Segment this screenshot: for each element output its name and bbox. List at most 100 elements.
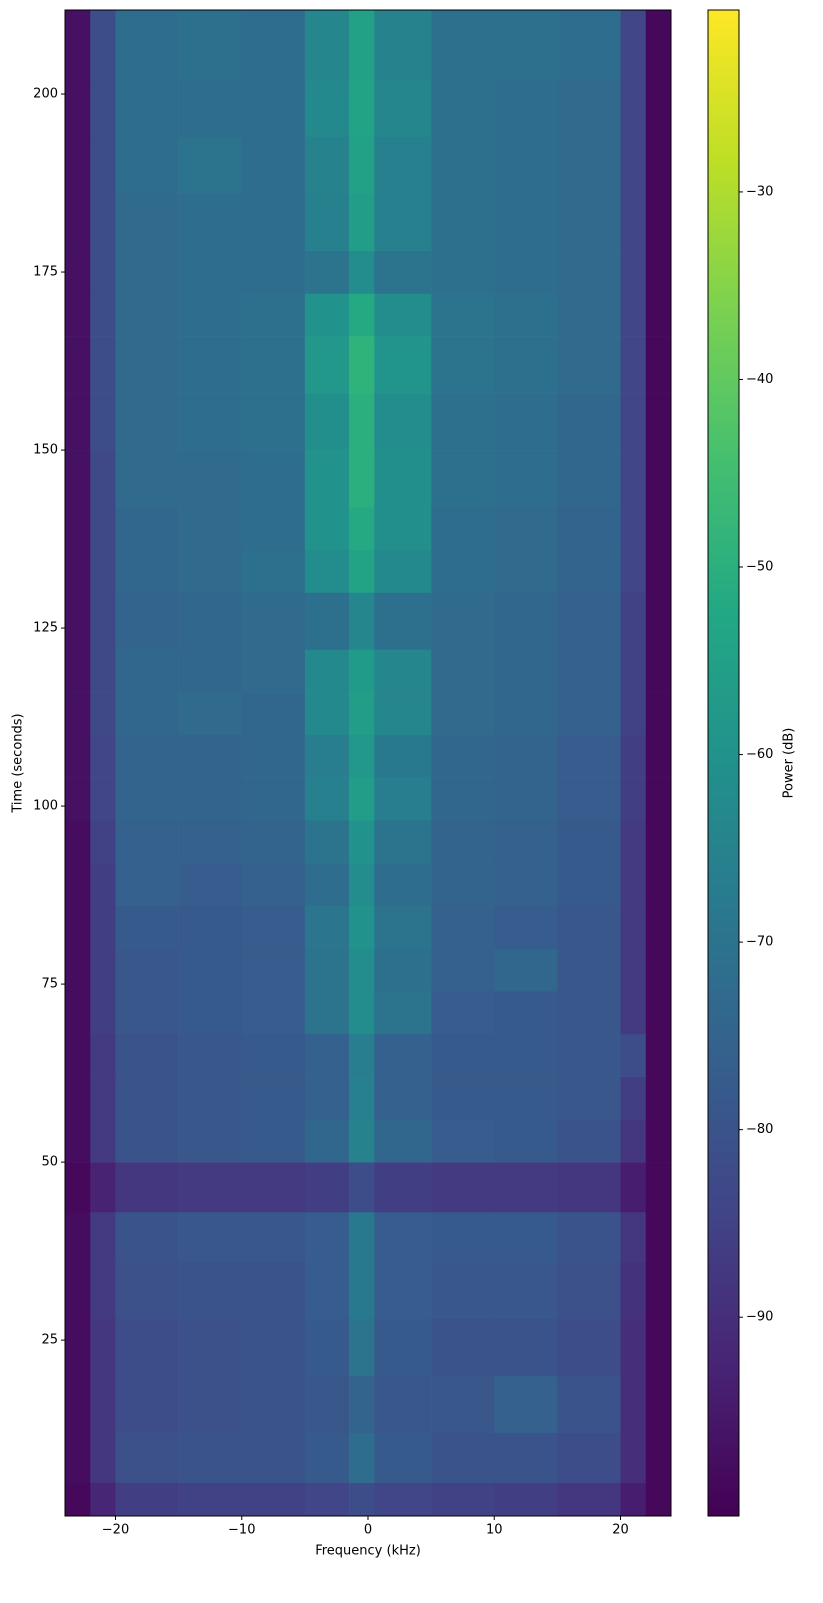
heatmap-cell — [90, 1482, 116, 1517]
x-tick-label: −20 — [102, 1523, 129, 1538]
heatmap-cell — [90, 79, 116, 138]
heatmap-cell — [620, 1211, 647, 1263]
heatmap-cell — [431, 450, 495, 508]
heatmap-cell — [431, 592, 495, 650]
heatmap-cell — [65, 193, 91, 251]
heatmap-cell — [431, 293, 495, 337]
heatmap-cell — [431, 1375, 495, 1433]
heatmap-cell — [178, 1076, 243, 1120]
heatmap-cell — [349, 948, 375, 992]
heatmap-cell — [645, 450, 672, 508]
heatmap-cell — [494, 1211, 558, 1263]
heatmap-cell — [349, 1211, 375, 1263]
heatmap-cell — [178, 777, 243, 821]
heatmap-cell — [557, 450, 621, 508]
heatmap-cell — [431, 10, 495, 81]
y-tick-label: 25 — [41, 1333, 58, 1348]
heatmap-cell — [90, 136, 116, 195]
heatmap-cell — [557, 393, 621, 451]
heatmap-cell — [557, 1482, 621, 1517]
heatmap-cell — [304, 991, 350, 1035]
colorbar — [707, 9, 740, 1517]
heatmap-cell — [620, 450, 647, 508]
heatmap-cell — [431, 734, 495, 778]
heatmap-cell — [90, 393, 116, 451]
heatmap-cell — [65, 777, 91, 821]
heatmap-cell — [374, 649, 432, 693]
heatmap-cell — [620, 193, 647, 251]
heatmap-cell — [431, 777, 495, 821]
heatmap-cell — [620, 1162, 647, 1213]
heatmap-cell — [349, 393, 375, 451]
heatmap-cell — [374, 1375, 432, 1433]
heatmap-cell — [241, 734, 306, 778]
heatmap-cell — [241, 336, 306, 394]
heatmap-cell — [557, 79, 621, 138]
heatmap-cell — [115, 1375, 179, 1433]
heatmap-cell — [65, 393, 91, 451]
y-tick-label: 150 — [33, 443, 58, 458]
heatmap-cell — [241, 1432, 306, 1483]
heatmap-cell — [620, 136, 647, 195]
heatmap-cell — [374, 863, 432, 907]
heatmap-cell — [90, 1318, 116, 1377]
x-tick-label: −10 — [228, 1523, 255, 1538]
heatmap-cell — [431, 250, 495, 294]
heatmap-cell — [90, 507, 116, 551]
heatmap-cell — [494, 1162, 558, 1213]
heatmap-cell — [178, 1318, 243, 1377]
heatmap-cell — [241, 393, 306, 451]
heatmap-cell — [374, 1119, 432, 1163]
heatmap-cell — [241, 1162, 306, 1213]
heatmap-cell — [65, 79, 91, 138]
heatmap-cell — [241, 692, 306, 736]
heatmap-cell — [374, 1261, 432, 1320]
heatmap-cell — [645, 1033, 672, 1077]
heatmap-cell — [90, 293, 116, 337]
heatmap-cell — [90, 1033, 116, 1077]
heatmap-cell — [494, 250, 558, 294]
heatmap-cell — [620, 507, 647, 551]
heatmap-cell — [65, 1432, 91, 1483]
colorbar-tick-label: −50 — [746, 560, 773, 575]
heatmap-cell — [115, 1162, 179, 1213]
heatmap-cell — [241, 193, 306, 251]
heatmap-cell — [304, 863, 350, 907]
heatmap-cell — [349, 1033, 375, 1077]
heatmap-cell — [494, 1375, 558, 1433]
heatmap-cell — [178, 293, 243, 337]
heatmap-cell — [304, 1261, 350, 1320]
heatmap-cell — [241, 820, 306, 864]
heatmap-cell — [349, 250, 375, 294]
heatmap-cell — [620, 734, 647, 778]
heatmap-cell — [557, 692, 621, 736]
heatmap-cell — [620, 649, 647, 693]
heatmap-cell — [431, 549, 495, 593]
heatmap-cell — [494, 820, 558, 864]
heatmap-cell — [645, 507, 672, 551]
heatmap-cell — [90, 692, 116, 736]
heatmap-cell — [494, 507, 558, 551]
heatmap-cell — [557, 1119, 621, 1163]
heatmap-cell — [90, 1076, 116, 1120]
heatmap-cell — [90, 336, 116, 394]
heatmap-cell — [645, 336, 672, 394]
heatmap-cell — [90, 777, 116, 821]
heatmap-cell — [115, 79, 179, 138]
heatmap-cell — [645, 1119, 672, 1163]
heatmap-cell — [65, 250, 91, 294]
heatmap-cell — [494, 549, 558, 593]
heatmap-cell — [620, 549, 647, 593]
heatmap-cell — [304, 393, 350, 451]
heatmap-cell — [178, 1261, 243, 1320]
heatmap-cell — [65, 1162, 91, 1213]
heatmap-cell — [557, 649, 621, 693]
heatmap-cell — [349, 549, 375, 593]
heatmap-cell — [241, 1482, 306, 1517]
heatmap-cell — [645, 79, 672, 138]
heatmap-cell — [349, 79, 375, 138]
heatmap-cell — [178, 136, 243, 195]
heatmap-cell — [645, 10, 672, 81]
heatmap-cell — [349, 1432, 375, 1483]
heatmap-cell — [620, 948, 647, 992]
